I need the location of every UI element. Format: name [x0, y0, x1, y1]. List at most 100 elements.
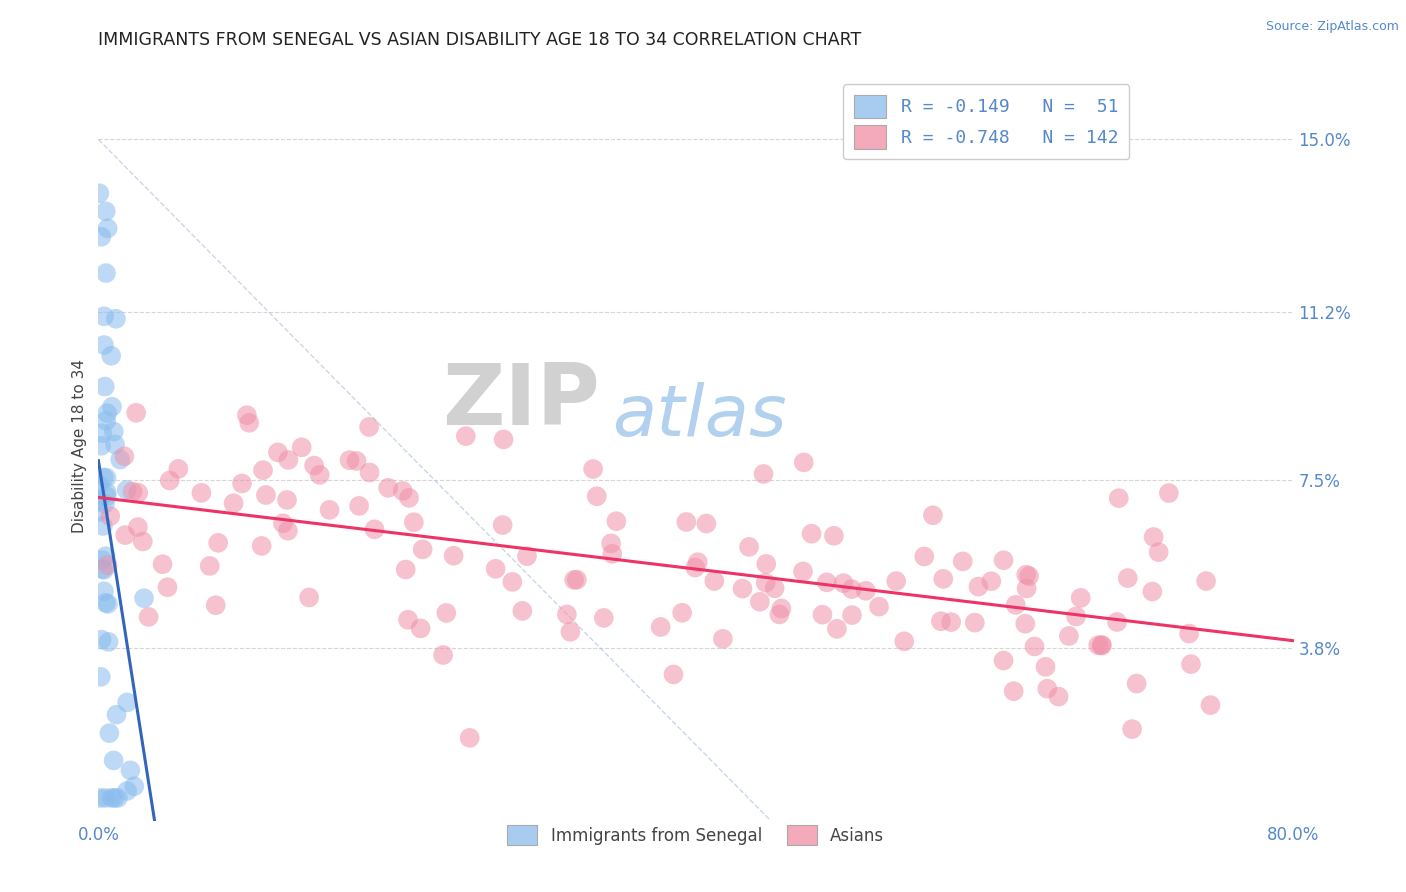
Point	[555, 607, 578, 622]
Point	[768, 607, 790, 622]
Point	[1178, 626, 1201, 640]
Point	[1107, 615, 1129, 629]
Point	[97, 597, 120, 611]
Point	[90, 632, 112, 647]
Point	[267, 445, 290, 459]
Point	[91, 553, 114, 567]
Point	[825, 622, 848, 636]
Point	[512, 604, 534, 618]
Point	[100, 791, 122, 805]
Point	[94, 596, 117, 610]
Point	[562, 573, 585, 587]
Point	[94, 497, 117, 511]
Point	[1004, 598, 1026, 612]
Point	[1047, 690, 1070, 704]
Point	[912, 549, 935, 564]
Point	[1024, 640, 1046, 654]
Point	[108, 452, 131, 467]
Point	[952, 554, 974, 568]
Point	[711, 632, 734, 646]
Point	[398, 491, 420, 505]
Point	[98, 509, 121, 524]
Point	[675, 515, 697, 529]
Point	[96, 406, 118, 420]
Point	[127, 520, 149, 534]
Text: Source: ZipAtlas.com: Source: ZipAtlas.com	[1265, 20, 1399, 33]
Point	[100, 349, 122, 363]
Point	[93, 470, 115, 484]
Point	[89, 791, 111, 805]
Point	[1090, 639, 1112, 653]
Point	[1002, 684, 1025, 698]
Point	[695, 516, 717, 531]
Point	[93, 310, 115, 324]
Point	[565, 573, 588, 587]
Point	[94, 379, 117, 393]
Point	[792, 565, 814, 579]
Point	[1157, 486, 1180, 500]
Point	[1180, 657, 1202, 672]
Point	[1087, 638, 1109, 652]
Point	[152, 558, 174, 572]
Point	[103, 791, 125, 805]
Point	[125, 406, 148, 420]
Point	[1091, 638, 1114, 652]
Point	[402, 515, 425, 529]
Point	[94, 266, 117, 280]
Point	[939, 615, 962, 629]
Point	[167, 462, 190, 476]
Point	[412, 542, 434, 557]
Point	[190, 486, 212, 500]
Point	[101, 400, 124, 414]
Point	[231, 476, 253, 491]
Point	[122, 779, 145, 793]
Point	[103, 753, 125, 767]
Point	[363, 522, 385, 536]
Point	[105, 707, 128, 722]
Point	[96, 485, 118, 500]
Point	[932, 572, 955, 586]
Point	[671, 606, 693, 620]
Point	[96, 414, 118, 428]
Point	[250, 539, 273, 553]
Point	[458, 731, 481, 745]
Point	[132, 534, 155, 549]
Point	[1057, 629, 1080, 643]
Point	[93, 338, 115, 352]
Point	[89, 505, 111, 519]
Point	[252, 463, 274, 477]
Point	[159, 474, 181, 488]
Legend: Immigrants from Senegal, Asians: Immigrants from Senegal, Asians	[499, 816, 893, 854]
Point	[1121, 722, 1143, 736]
Point	[409, 621, 432, 635]
Point	[91, 562, 114, 576]
Point	[96, 471, 118, 485]
Text: ZIP: ZIP	[443, 359, 600, 442]
Point	[605, 514, 627, 528]
Point	[1199, 698, 1222, 712]
Point	[967, 580, 990, 594]
Point	[1195, 574, 1218, 588]
Point	[800, 526, 823, 541]
Point	[592, 611, 614, 625]
Point	[793, 455, 815, 469]
Point	[346, 454, 368, 468]
Point	[207, 536, 229, 550]
Point	[1116, 571, 1139, 585]
Point	[94, 791, 117, 805]
Point	[93, 563, 115, 577]
Point	[90, 439, 112, 453]
Text: IMMIGRANTS FROM SENEGAL VS ASIAN DISABILITY AGE 18 TO 34 CORRELATION CHART: IMMIGRANTS FROM SENEGAL VS ASIAN DISABIL…	[98, 31, 862, 49]
Point	[115, 483, 138, 497]
Point	[104, 437, 127, 451]
Point	[993, 553, 1015, 567]
Point	[686, 555, 709, 569]
Point	[94, 549, 117, 564]
Point	[492, 433, 515, 447]
Point	[103, 425, 125, 439]
Point	[884, 574, 907, 588]
Point	[841, 608, 863, 623]
Point	[114, 528, 136, 542]
Point	[89, 186, 111, 201]
Point	[600, 536, 623, 550]
